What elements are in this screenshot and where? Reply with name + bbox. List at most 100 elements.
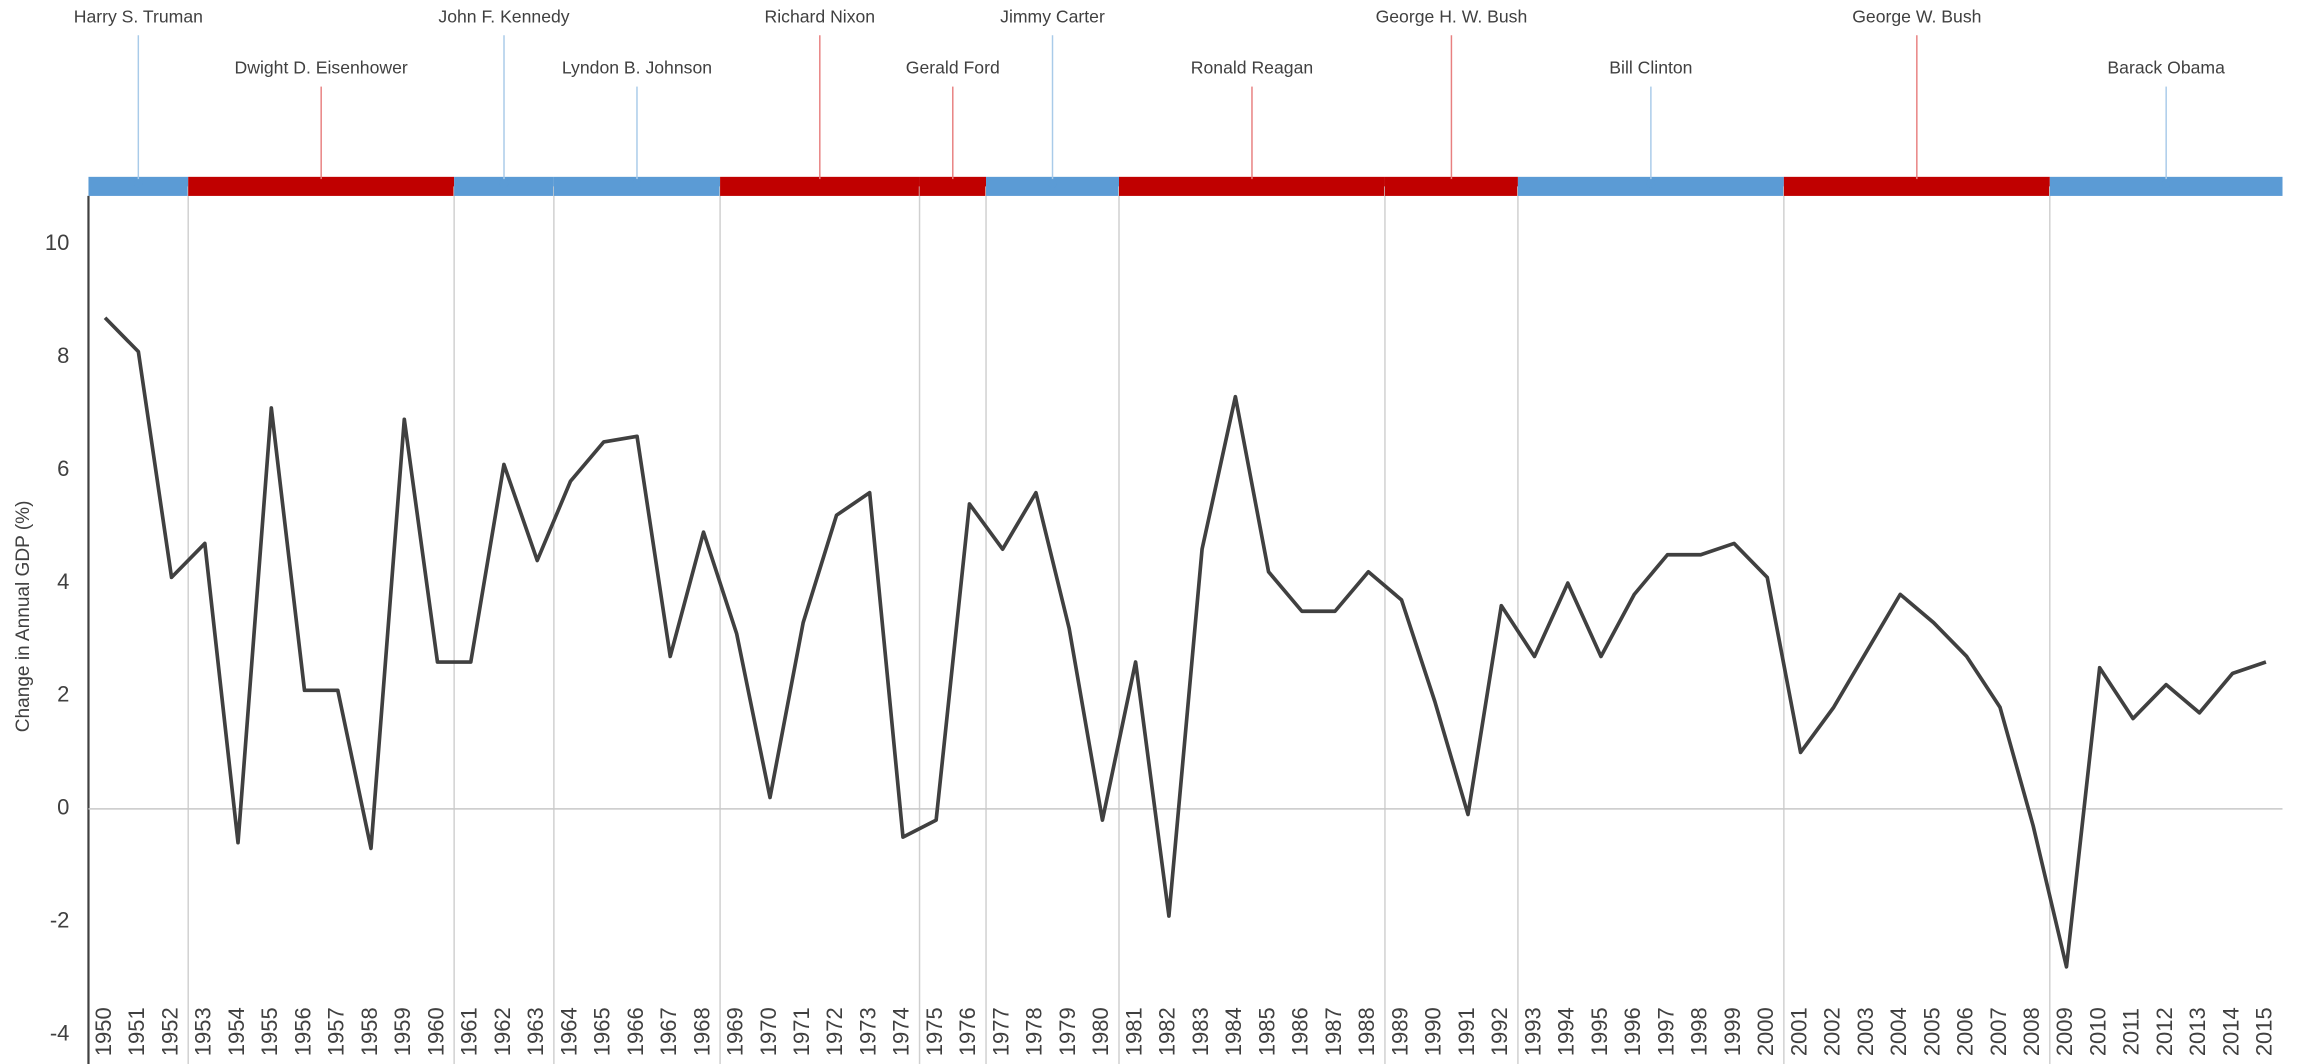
x-tick-label: 1972 [822,1007,847,1056]
x-tick-label: 1989 [1387,1007,1412,1056]
x-tick-label: 1994 [1554,1007,1579,1056]
x-tick-label: 1954 [224,1007,249,1056]
x-tick-label: 1967 [656,1007,681,1056]
x-tick-label: 1996 [1620,1007,1645,1056]
x-tick-label: 1959 [390,1007,415,1056]
x-tick-label: 1962 [490,1007,515,1056]
term-pin-head [632,179,642,188]
y-tick-label: 10 [45,230,69,255]
x-tick-label: 1963 [523,1007,548,1056]
y-tick-label: -2 [50,908,70,933]
y-tick-label: 6 [57,456,69,481]
term-pin-head [1247,179,1257,188]
x-tick-label: 2001 [1786,1007,1811,1056]
x-tick-label: 1990 [1421,1007,1446,1056]
x-tick-label: 1983 [1188,1007,1213,1056]
x-tick-label: 1958 [357,1007,382,1056]
gdp-line [103,316,2267,969]
y-tick-label: 4 [57,569,69,594]
term-pin-head [1048,179,1057,188]
x-tick-label: 1998 [1687,1007,1712,1056]
x-tick-label: 1981 [1121,1007,1146,1056]
x-tick-label: 1997 [1653,1007,1678,1056]
x-tick-label: 1951 [124,1007,149,1056]
x-tick-label: 1969 [723,1007,748,1056]
x-tick-label: 1979 [1055,1007,1080,1056]
x-tick-label: 2007 [1986,1007,2011,1056]
term-pin-head [316,179,326,188]
x-tick-label: 1970 [756,1007,781,1056]
x-tick-label: 1986 [1288,1007,1313,1056]
x-tick-label: 1988 [1354,1007,1379,1056]
y-tick-label: 8 [57,343,69,368]
x-tick-label: 1950 [91,1007,116,1056]
x-tick-label: 1965 [590,1007,615,1056]
x-tick-label: 1952 [157,1007,182,1056]
president-name: Ronald Reagan [1191,58,1313,78]
x-tick-label: 1995 [1587,1007,1612,1056]
x-tick-label: 1992 [1487,1007,1512,1056]
x-tick-label: 1980 [1088,1007,1113,1056]
x-tick-label: 1973 [855,1007,880,1056]
term-pin-head [1912,179,1922,188]
president-name: George H. W. Bush [1376,6,1528,26]
term-pin-head [1447,179,1456,188]
x-tick-label: 1955 [257,1007,282,1056]
y-tick-label: -4 [50,1020,70,1045]
x-tick-label: 1977 [988,1007,1013,1056]
x-tick-label: 1982 [1155,1007,1180,1056]
x-tick-label: 1964 [556,1007,581,1056]
y-axis-label: Change in Annual GDP (%) [13,501,34,733]
x-tick-label: 1978 [1022,1007,1047,1056]
president-name: Dwight D. Eisenhower [235,58,408,78]
x-tick-label: 2005 [1919,1007,1944,1056]
president-name: Bill Clinton [1609,58,1692,78]
x-tick-label: 1999 [1720,1007,1745,1056]
president-name: John F. Kennedy [438,6,569,26]
x-tick-label: 1971 [789,1007,814,1056]
y-tick-label: 2 [57,682,69,707]
president-name: Harry S. Truman [74,6,203,26]
x-tick-label: 2008 [2019,1007,2044,1056]
x-tick-label: 1957 [324,1007,349,1056]
x-tick-label: 2003 [1853,1007,1878,1056]
x-tick-label: 1993 [1520,1007,1545,1056]
x-tick-label: 2015 [2252,1007,2277,1056]
x-tick-label: 1953 [191,1007,216,1056]
x-tick-label: 2006 [1953,1007,1978,1056]
president-name: Barack Obama [2107,58,2225,78]
x-tick-label: 2012 [2152,1007,2177,1056]
x-tick-label: 2014 [2218,1007,2243,1056]
president-name: Lyndon B. Johnson [562,58,712,78]
y-tick-label: 0 [57,795,69,820]
x-tick-label: 2010 [2085,1007,2110,1056]
x-tick-label: 1968 [689,1007,714,1056]
president-name: Gerald Ford [906,58,1000,78]
x-tick-label: 2004 [1886,1007,1911,1056]
x-tick-label: 2009 [2052,1007,2077,1056]
term-pin-head [948,179,958,188]
term-pin-head [133,179,143,188]
x-tick-label: 1985 [1254,1007,1279,1056]
term-pin-head [499,179,509,188]
x-tick-label: 2011 [2119,1008,2144,1055]
term-pin-head [1646,179,1656,188]
x-tick-label: 1960 [423,1007,448,1056]
term-pin-head [815,179,825,188]
president-name: George W. Bush [1852,6,1981,26]
x-tick-label: 2002 [1820,1007,1845,1056]
x-tick-label: 1974 [889,1007,914,1056]
x-tick-label: 1956 [290,1007,315,1056]
term-pin-head [2161,179,2171,188]
x-tick-label: 1961 [457,1007,482,1056]
x-tick-label: 1991 [1454,1007,1479,1056]
x-tick-label: 1987 [1321,1007,1346,1056]
president-name: Richard Nixon [765,6,876,26]
president-name: Jimmy Carter [1000,6,1105,26]
x-tick-label: 1975 [922,1007,947,1056]
x-tick-label: 1984 [1221,1007,1246,1056]
x-tick-label: 2000 [1753,1007,1778,1056]
x-tick-label: 1966 [623,1007,648,1056]
